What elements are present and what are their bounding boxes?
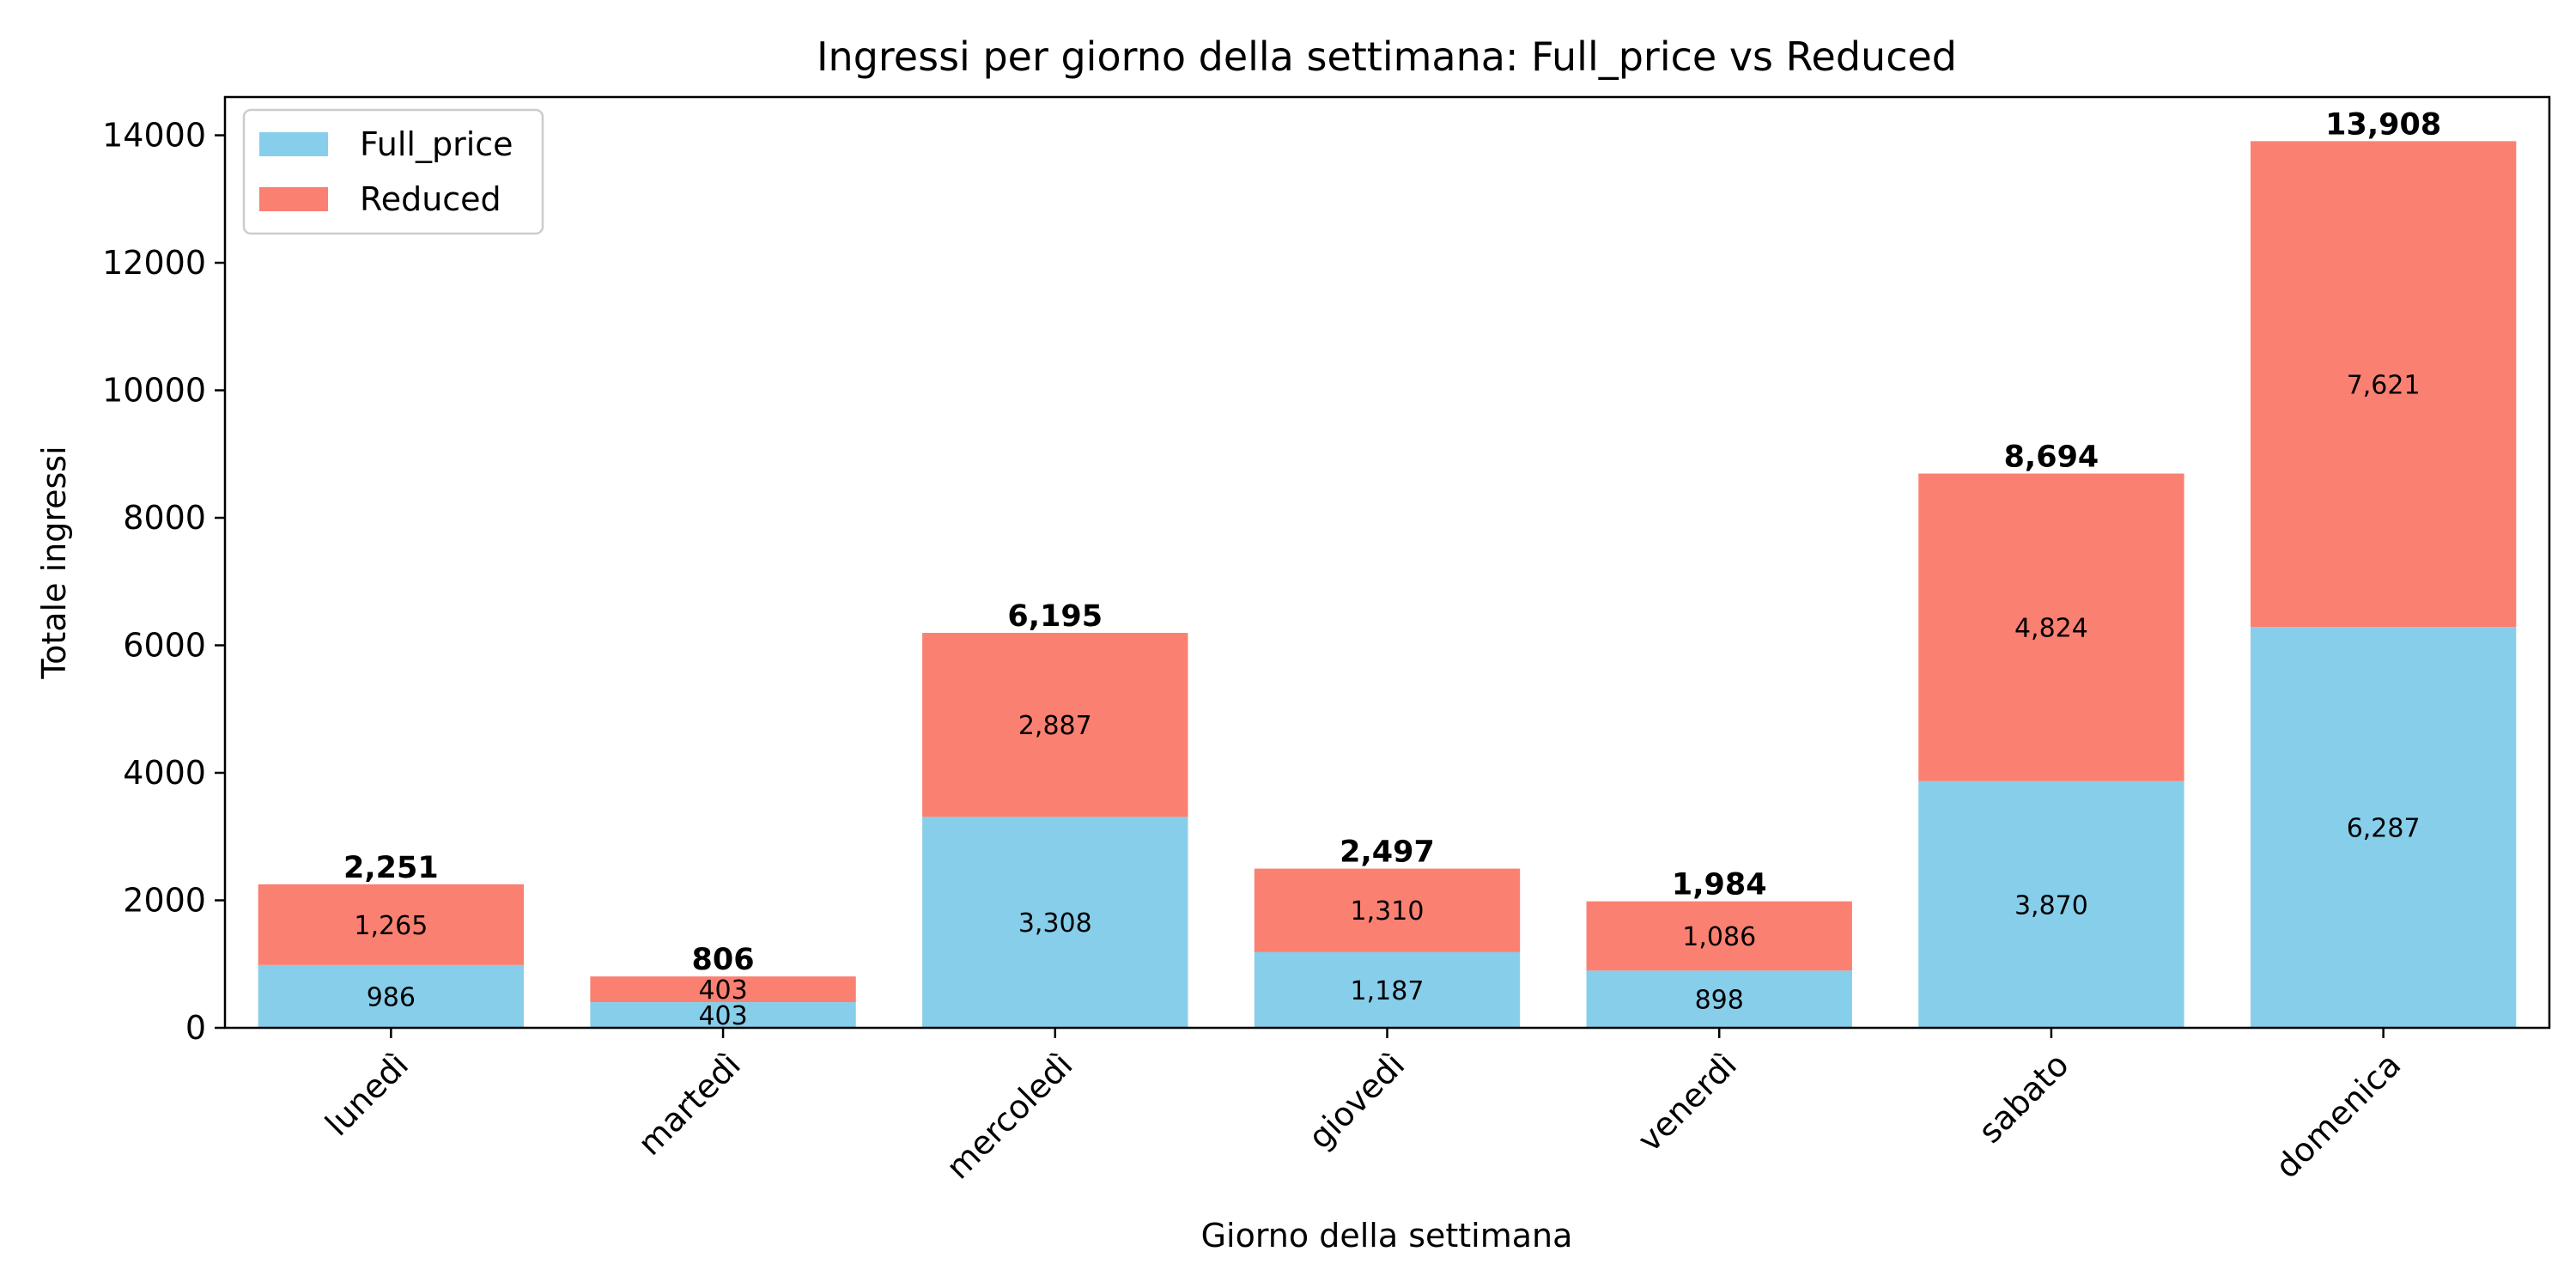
- legend-label: Reduced: [360, 180, 501, 218]
- legend-swatch-full-price: [259, 132, 328, 156]
- bar-reduced: [922, 633, 1188, 817]
- x-tick-label: domenica: [2268, 1046, 2408, 1186]
- x-tick-label: martedì: [630, 1046, 747, 1163]
- bar-full-price: [1254, 951, 1521, 1028]
- segment-value-label: 7,621: [2347, 370, 2421, 400]
- x-axis-label: Giorno della settimana: [1201, 1217, 1573, 1255]
- segment-value-label: 1,086: [1682, 922, 1756, 952]
- segment-value-label: 3,308: [1018, 908, 1092, 939]
- plot-area: 9861,2652,251lunedì403403806martedì3,308…: [102, 95, 2551, 1187]
- y-tick-label: 14000: [102, 117, 206, 155]
- bar-reduced: [1918, 473, 2184, 781]
- x-tick-label: mercoledì: [939, 1046, 1080, 1187]
- y-tick-label: 8000: [123, 499, 206, 537]
- x-tick-label: venerdì: [1631, 1046, 1744, 1159]
- bar-full-price: [2250, 627, 2517, 1028]
- total-value-label: 13,908: [2325, 107, 2441, 142]
- y-tick-label: 0: [185, 1009, 206, 1047]
- y-tick-label: 10000: [102, 372, 206, 410]
- segment-value-label: 1,187: [1351, 976, 1425, 1006]
- legend-swatch-reduced: [259, 187, 328, 211]
- bar-full-price: [1918, 781, 2184, 1028]
- y-tick-label: 6000: [123, 627, 206, 665]
- segment-value-label: 403: [698, 1001, 747, 1031]
- total-value-label: 6,195: [1007, 599, 1103, 634]
- segment-value-label: 4,824: [2014, 614, 2088, 644]
- y-axis-label: Totale ingressi: [35, 446, 73, 679]
- segment-value-label: 403: [698, 975, 747, 1005]
- total-value-label: 8,694: [2004, 440, 2099, 475]
- segment-value-label: 1,310: [1351, 896, 1425, 927]
- segment-value-label: 986: [367, 982, 416, 1012]
- x-tick-label: sabato: [1971, 1046, 2076, 1151]
- bar-full-price: [1586, 970, 1852, 1028]
- total-value-label: 2,497: [1340, 835, 1435, 870]
- bar-full-price: [922, 817, 1188, 1028]
- bar-reduced: [2250, 141, 2517, 628]
- y-tick-label: 12000: [102, 244, 206, 282]
- x-tick-label: giovedì: [1301, 1046, 1412, 1157]
- bar-reduced: [258, 884, 525, 965]
- total-value-label: 2,251: [343, 851, 439, 885]
- total-value-label: 1,984: [1672, 868, 1767, 902]
- bar-reduced: [590, 976, 856, 1003]
- bar-reduced: [1586, 901, 1852, 971]
- legend-label: Full_price: [360, 125, 513, 163]
- total-value-label: 806: [692, 943, 755, 977]
- y-tick-label: 2000: [123, 882, 206, 920]
- segment-value-label: 3,870: [2014, 890, 2088, 920]
- bar-full-price: [590, 1002, 856, 1028]
- legend: Full_price Reduced: [242, 108, 544, 235]
- chart-title: Ingressi per giorno della settimana: Ful…: [817, 33, 1957, 80]
- x-tick-label: lunedì: [318, 1046, 416, 1144]
- segment-value-label: 1,265: [354, 911, 428, 941]
- bar-full-price: [258, 964, 525, 1028]
- plot-frame: [223, 95, 2551, 1030]
- bar-reduced: [1254, 868, 1521, 952]
- segment-value-label: 898: [1695, 986, 1744, 1016]
- segment-value-label: 2,887: [1018, 711, 1092, 741]
- y-tick-label: 4000: [123, 754, 206, 792]
- segment-value-label: 6,287: [2347, 814, 2421, 844]
